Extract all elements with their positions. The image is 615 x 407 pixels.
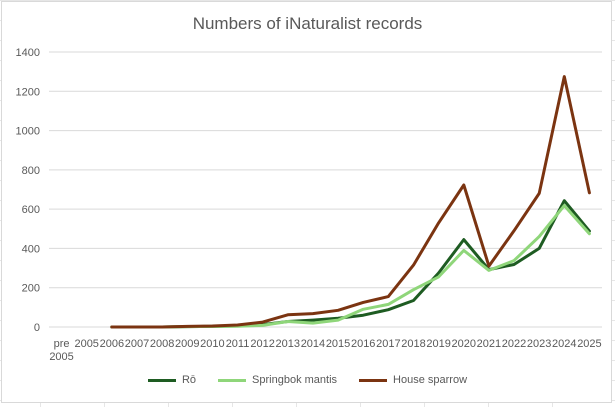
x-tick-label: 2014 [301, 338, 325, 350]
x-tick-label: 2008 [150, 338, 174, 350]
x-tick-label: 2011 [226, 338, 250, 350]
legend-item: House sparrow [359, 374, 467, 386]
legend-label: Rō [181, 374, 197, 386]
series-line [110, 199, 591, 329]
x-tick-label: 2010 [200, 338, 224, 350]
x-tick-label: 2007 [125, 338, 149, 350]
x-tick-label: 2025 [577, 338, 601, 350]
legend-label: House sparrow [393, 374, 468, 386]
x-tick-label: 2012 [250, 338, 274, 350]
y-tick-label: 0 [34, 322, 40, 334]
legend-label: Springbok mantis [252, 374, 338, 386]
x-tick-label: 2015 [326, 338, 350, 350]
legend: Rō Springbok mantis House sparrow [2, 374, 613, 386]
x-tick-label: 2016 [351, 338, 375, 350]
y-tick-label: 400 [22, 243, 40, 255]
y-tick-label: 1400 [16, 47, 40, 59]
x-tick-label: 2019 [426, 338, 450, 350]
x-tick-label: 2018 [401, 338, 425, 350]
y-tick-label: 800 [22, 165, 40, 177]
x-tick-label: 2006 [100, 338, 124, 350]
legend-swatch [359, 378, 388, 382]
x-tick-label: 2005 [74, 338, 98, 350]
chart-title: Numbers of iNaturalist records [192, 14, 423, 33]
x-tick-label: 2023 [527, 338, 551, 350]
x-tick-label: 2022 [502, 338, 526, 350]
x-tick-label: 2013 [276, 338, 300, 350]
x-tick-label: 2024 [552, 338, 576, 350]
legend-swatch [218, 378, 247, 382]
y-tick-label: 200 [22, 283, 40, 295]
legend-item: Rō [147, 374, 197, 386]
x-tick-label: pre [54, 338, 70, 350]
y-tick-label: 1000 [16, 126, 40, 138]
series-line [110, 75, 591, 329]
x-tick-label: 2009 [175, 338, 199, 350]
x-tick-label: 2021 [477, 338, 501, 350]
legend-item: Springbok mantis [218, 374, 337, 386]
y-tick-label: 1200 [16, 86, 40, 98]
x-tick-label: 2017 [376, 338, 400, 350]
x-tick-label: 2005 [49, 351, 73, 363]
x-tick-label: 2020 [452, 338, 476, 350]
y-tick-label: 600 [22, 204, 40, 216]
legend-swatch [147, 378, 176, 382]
